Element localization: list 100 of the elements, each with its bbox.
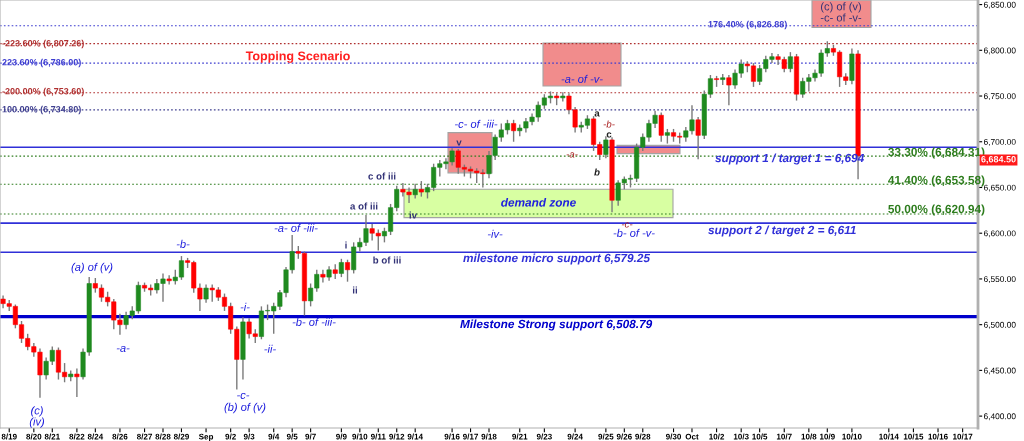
candlestick [695,116,701,160]
x-tick-label: 10/17 [953,433,973,440]
annotation: -a- of -iii- [274,223,318,232]
x-tick-label: 9/3 [243,433,255,440]
ref-line-label: Milestone Strong support 6,508.79 [460,319,653,331]
x-tick-label: 9/14 [407,433,423,440]
x-tick-label: 9/16 [444,433,460,440]
annotation: b [594,168,600,176]
annotation: a of iii [350,202,378,210]
annotation: v [456,140,462,146]
ref-line-label: 176.40% (6,826.88) [708,20,787,30]
y-tick-label: 6,400.00 [983,413,1016,421]
annotation: -iv- [487,229,503,238]
annotation: -b- of -v- [613,228,655,237]
annotation: -a- of -v- [561,74,603,83]
candlestick [74,367,80,398]
ref-line-label: 50.00% (6,620.94) [888,204,985,216]
ref-line-label: milestone micro support 6,579.25 [463,253,651,265]
x-tick-label: Oct [685,433,699,440]
annotation: -a- [566,152,578,158]
x-tick-label: 8/21 [44,433,60,440]
candlestick [320,269,326,284]
x-tick-label: 9/2 [225,433,236,440]
x-tick-label: 8/29 [173,433,189,440]
x-tick-label: 10/16 [928,433,948,440]
x-tick-label: 8/26 [112,433,128,440]
x-tick-label: Sep [198,433,214,441]
annotation: -b- of -iii- [292,317,336,326]
annotation: ii [352,286,358,294]
annotation: i [345,241,347,249]
annotation: (b) of (v) [224,402,266,414]
x-tick-label: 9/24 [567,433,583,440]
y-tick-label: 6,850.00 [983,1,1016,9]
annotation: (a) of (v) [71,262,113,274]
y-tick-label: 6,750.00 [983,93,1016,101]
annotation: -c- [237,392,250,399]
candlestick [345,259,351,283]
annotation: b of iii [373,256,401,264]
x-tick-label: 8/27 [136,433,153,440]
x-tick-label: 9/25 [598,433,614,440]
x-tick-label: 8/19 [1,433,17,440]
x-tick-label: 9/10 [352,433,368,440]
ref-line-label: 223.60% (6,786.00) [2,58,81,68]
y-tick-label: 6,800.00 [983,47,1016,55]
x-tick-label: 9/18 [481,433,497,440]
y-tick-label: 6,450.00 [983,367,1016,375]
band-label: demand zone [501,197,576,207]
x-tick-label: 8/24 [87,433,104,440]
x-tick-label: 10/10 [842,433,862,440]
x-tick-label: 10/2 [709,433,725,440]
x-tick-label: 9/21 [512,433,528,440]
x-tick-label: 9/17 [462,433,479,440]
x-tick-label: 9/12 [389,433,405,440]
annotation: (c) (iv) [29,406,45,428]
annotation: -b- [603,120,615,128]
y-tick-label: 6,500.00 [983,321,1016,329]
x-tick-label: 10/8 [801,433,817,440]
y-tick-label: 6,550.00 [983,276,1016,284]
y-tick-label: 6,700.00 [983,138,1016,146]
x-tick-label: 9/26 [616,433,632,440]
annotation: -b- [176,239,190,248]
ref-line-label: support 2 / target 2 = 6,611 [708,225,856,237]
annotation: -ii- [264,344,276,353]
x-tick-label: 9/4 [268,433,280,440]
annotation: (c) of (v) -c- of -v- [820,2,862,22]
x-tick-label: 9/30 [665,433,682,440]
annotation: -a- [116,345,130,352]
annotation: -i- [240,302,250,311]
ref-line-label: 100.00% (6,734.80) [2,105,81,115]
ref-line-label: -200.00% (6,753.60) [2,87,84,97]
annotation: a [594,111,600,117]
x-tick-label: 9/9 [336,433,347,440]
x-tick-label: 9/28 [635,433,651,440]
x-tick-label: 9/5 [286,433,298,440]
annotation: c [606,132,612,138]
candlestick [511,119,517,143]
x-tick-label: 10/9 [819,433,835,440]
x-tick-label: 10/15 [903,433,924,440]
x-tick-label: 10/14 [879,433,899,440]
candlestick [203,283,209,304]
x-tick-label: 9/23 [536,433,552,440]
x-tick-label: 9/11 [370,433,386,440]
x-tick-label: 8/22 [69,433,85,440]
annotation: Topping Scenario [245,51,350,63]
y-tick-label: 6,600.00 [983,230,1016,238]
x-tick-label: 9/7 [305,433,316,440]
annotation: c of iii [368,172,396,180]
candlestick [166,274,172,286]
y-tick-label: 6,650.00 [983,184,1016,192]
annotation: -c- of -iii- [454,119,498,128]
annotation: iv [409,211,418,219]
x-tick-label: 10/5 [752,433,768,440]
candlestick [787,51,793,73]
ref-line-label: 41.40% (6,653.58) [888,175,985,187]
x-tick-label: 10/3 [733,433,749,440]
candlestick [658,111,664,143]
x-tick-label: 8/20 [26,433,42,440]
candlestick [560,91,566,103]
candlestick [726,74,732,106]
candlestick [338,258,344,278]
